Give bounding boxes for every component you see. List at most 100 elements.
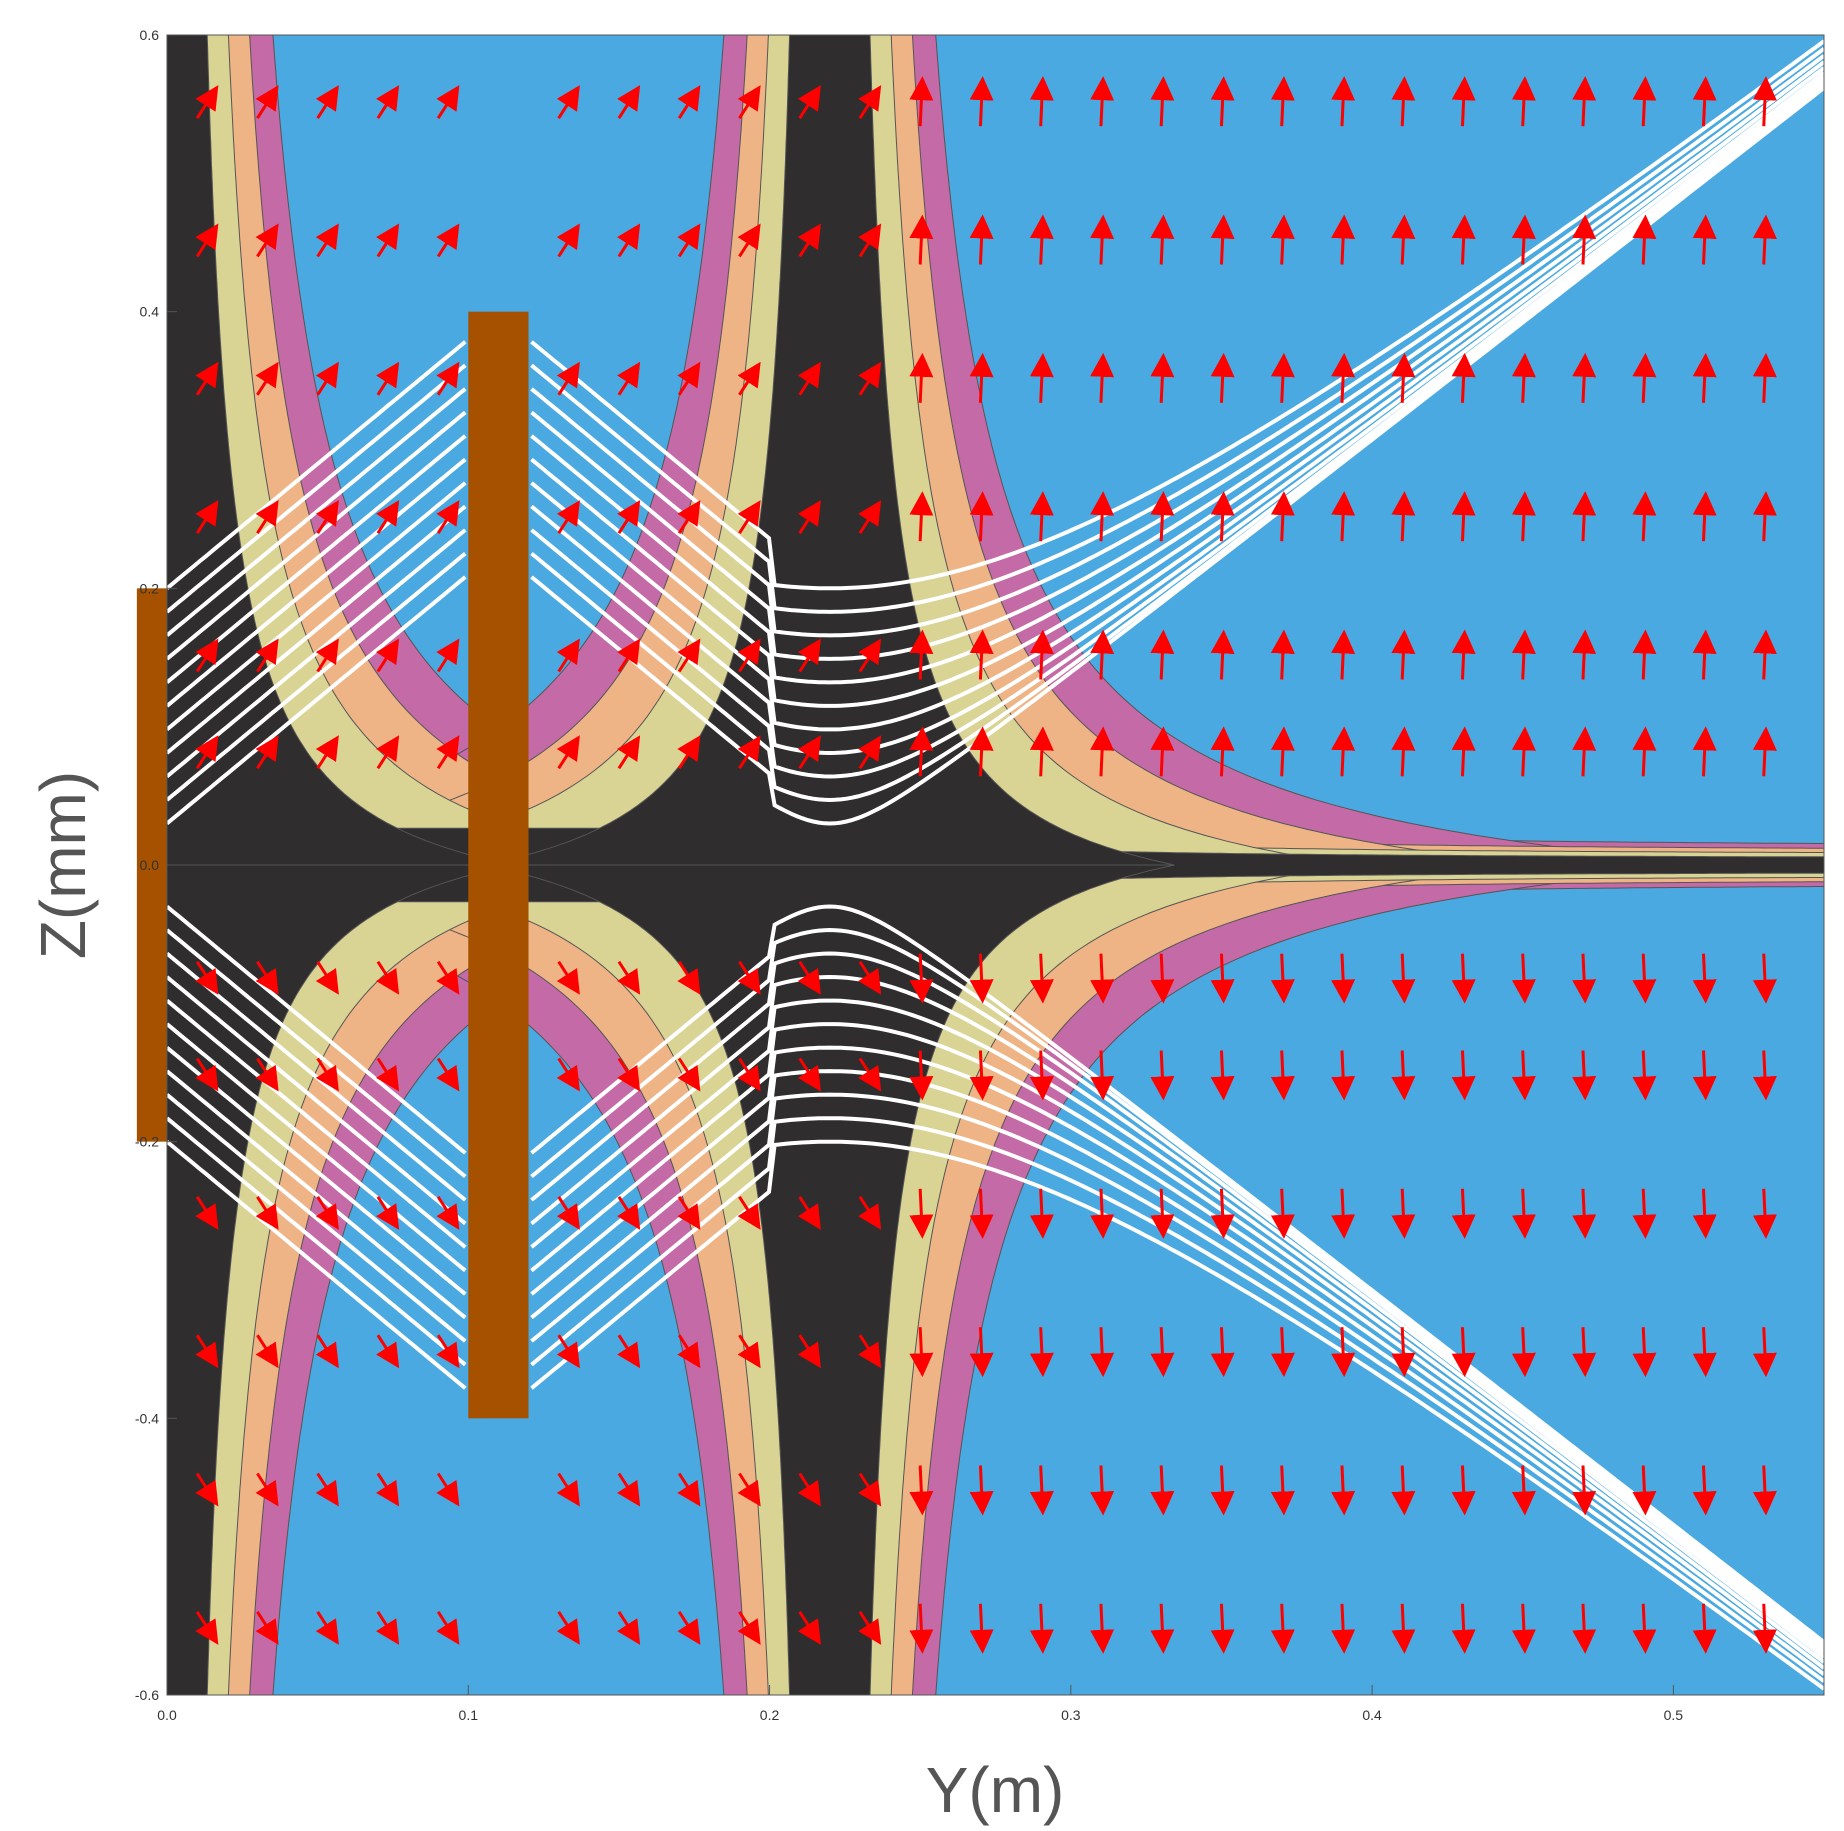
field-arrow	[1752, 1188, 1777, 1239]
field-arrow	[1511, 953, 1536, 1004]
x-axis-ticks: 0.0 0.1 0.2 0.3 0.4 0.5	[157, 1685, 1683, 1723]
field-arrow	[617, 1196, 641, 1230]
field-arrow	[1150, 953, 1175, 1004]
field-arrow	[436, 1611, 460, 1645]
field-arrow	[1632, 1188, 1657, 1239]
field-arrow	[858, 1334, 882, 1369]
field-arrow	[677, 1611, 701, 1645]
field-arrow	[1331, 1188, 1356, 1239]
field-arrow	[1150, 1188, 1175, 1239]
field-arrow	[255, 1057, 279, 1092]
field-arrow	[1331, 214, 1356, 265]
field-arrow	[969, 629, 994, 680]
field-arrow	[1511, 1050, 1536, 1101]
field-arrow	[1752, 491, 1777, 542]
field-arrow	[737, 361, 761, 396]
field-arrow	[1270, 1603, 1295, 1654]
field-arrow	[1572, 214, 1597, 265]
field-arrows	[195, 76, 1777, 1654]
y-axis-label: Z(mm)	[27, 771, 99, 959]
field-arrow	[1270, 629, 1295, 680]
field-arrow	[1270, 214, 1295, 265]
field-arrow	[315, 1334, 339, 1369]
field-arrow	[1632, 1327, 1657, 1378]
contour-wing	[167, 864, 694, 1695]
field-arrow	[315, 500, 339, 534]
field-arrow	[617, 960, 641, 995]
x-tick-label: 0.0	[157, 1707, 177, 1723]
field-arrow	[376, 960, 400, 995]
field-arrow	[1391, 629, 1416, 680]
field-arrow	[315, 960, 339, 995]
field-arrow	[1632, 953, 1657, 1004]
field-arrow	[1090, 214, 1115, 265]
field-arrow	[737, 1472, 761, 1507]
streamline	[167, 974, 1824, 1651]
field-arrow	[1210, 214, 1235, 265]
field-arrow	[195, 223, 219, 258]
field-arrow	[858, 223, 882, 258]
field-arrow	[909, 1465, 934, 1516]
field-arrow	[1210, 1188, 1235, 1239]
field-arrow	[1692, 491, 1717, 542]
field-arrow	[909, 629, 934, 680]
field-arrow	[797, 1472, 821, 1507]
field-arrow	[1451, 1050, 1476, 1101]
field-arrow	[1210, 1465, 1235, 1516]
field-arrow	[1692, 1603, 1717, 1654]
field-arrow	[1391, 352, 1416, 403]
field-arrow	[617, 638, 641, 673]
field-arrow	[1752, 214, 1777, 265]
field-arrow	[195, 85, 219, 119]
field-arrow	[1752, 1050, 1777, 1101]
field-arrow	[195, 500, 219, 534]
field-arrow	[1210, 726, 1235, 777]
field-arrow	[969, 953, 994, 1004]
field-arrow	[1692, 1465, 1717, 1516]
field-arrow	[1451, 76, 1476, 127]
field-arrow	[1331, 1603, 1356, 1654]
field-arrow	[909, 726, 934, 777]
field-arrow	[1632, 352, 1657, 403]
field-arrow	[436, 638, 460, 673]
field-arrow	[677, 735, 701, 770]
field-arrow	[909, 352, 934, 403]
field-arrow	[1692, 1327, 1717, 1378]
field-arrow	[969, 214, 994, 265]
field-arrow	[1752, 953, 1777, 1004]
field-arrow	[315, 1611, 339, 1645]
field-arrow	[677, 1196, 701, 1230]
field-arrow	[1511, 1327, 1536, 1378]
field-arrow	[1090, 726, 1115, 777]
field-arrow	[376, 223, 400, 258]
field-arrow	[1752, 1327, 1777, 1378]
field-arrow	[797, 1057, 821, 1092]
field-arrow	[1331, 491, 1356, 542]
streamline	[167, 47, 1824, 614]
field-arrow	[1210, 76, 1235, 127]
field-arrow	[1632, 491, 1657, 542]
field-arrow	[315, 638, 339, 673]
field-arrow	[1632, 1465, 1657, 1516]
field-arrow	[969, 1465, 994, 1516]
field-arrow	[737, 1057, 761, 1092]
field-arrow	[909, 214, 934, 265]
field-arrow	[556, 85, 580, 119]
field-arrow	[1029, 1050, 1054, 1101]
field-arrow	[1692, 352, 1717, 403]
field-arrow	[1752, 76, 1777, 127]
field-arrow	[1029, 1603, 1054, 1654]
x-axis-label: Y(m)	[926, 1754, 1065, 1826]
field-arrow	[1210, 1603, 1235, 1654]
field-arrow	[858, 1611, 882, 1645]
field-arrow	[858, 638, 882, 673]
field-arrow	[1270, 1465, 1295, 1516]
field-arrow	[1752, 629, 1777, 680]
field-arrow	[1210, 629, 1235, 680]
y-tick-label: 0.0	[140, 857, 160, 873]
field-arrow	[1150, 629, 1175, 680]
field-arrow	[1150, 1465, 1175, 1516]
y-tick-label: -0.4	[135, 1410, 159, 1426]
field-arrow	[195, 960, 219, 995]
field-arrow	[556, 1057, 580, 1092]
